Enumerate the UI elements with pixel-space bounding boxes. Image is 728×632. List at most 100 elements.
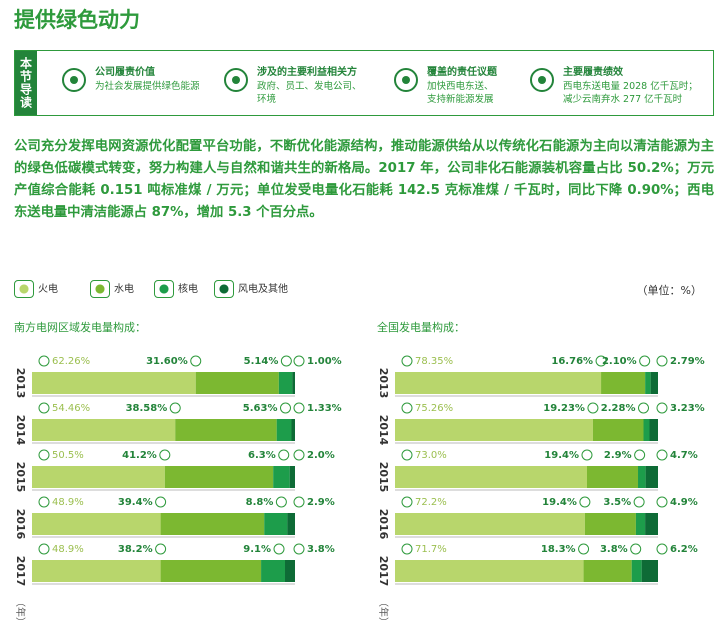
guide-item-title: 覆盖的责任议题 [427, 67, 497, 78]
value-label: 3.8% [307, 544, 335, 555]
bar-segment [287, 513, 295, 535]
bar-segment [395, 419, 593, 441]
bar-segment [160, 513, 265, 535]
value-label: 3.23% [670, 403, 705, 414]
bar-segment [261, 560, 286, 582]
label-icon [190, 355, 202, 367]
label-icon [38, 355, 50, 367]
bar-segment [643, 419, 650, 441]
value-label: 8.8% [246, 497, 274, 508]
year-label: 2015 [14, 462, 27, 493]
value-label: 73.0% [415, 450, 447, 461]
bar-segment [395, 372, 602, 394]
category-unit: （年） [377, 597, 390, 627]
value-label: 39.4% [118, 497, 153, 508]
label-icon [595, 355, 607, 367]
legend-swatch [14, 280, 34, 298]
bar-segment [584, 513, 636, 535]
bar-segment [583, 560, 632, 582]
value-label: 19.4% [542, 497, 577, 508]
bar-segment [645, 372, 651, 394]
value-label: 3.8% [600, 544, 628, 555]
value-label: 19.23% [543, 403, 585, 414]
guide-item-text: 西电东送电量 2028 亿千瓦时； [563, 81, 698, 92]
value-label: 5.63% [243, 403, 278, 414]
label-icon [656, 449, 668, 461]
legend-item: 火电 [14, 280, 58, 298]
bar-segment [195, 372, 279, 394]
paragraph: 公司充分发挥电网资源优化配置平台功能，不断优化能源结构，推动能源供给从以传统化石… [14, 139, 714, 220]
bar-segment [291, 419, 295, 441]
value-label: 9.1% [243, 544, 271, 555]
value-label: 62.26% [52, 356, 90, 367]
bar-segment [278, 372, 293, 394]
bar-segment [635, 513, 646, 535]
guide-item-text: 支持新能源发展 [427, 94, 494, 105]
label-icon [278, 449, 290, 461]
year-label: 2014 [14, 415, 27, 446]
label-icon [633, 496, 645, 508]
value-label: 4.7% [670, 450, 698, 461]
value-label: 2.28% [601, 403, 636, 414]
value-label: 38.2% [118, 544, 153, 555]
bar-segment [292, 372, 295, 394]
label-icon [275, 496, 287, 508]
bar-segment [264, 513, 288, 535]
bar-segment [586, 466, 639, 488]
bar-segment [650, 372, 658, 394]
chart-title: 南方电网区域发电量构成： [14, 320, 146, 334]
year-label: 2015 [377, 462, 390, 493]
label-icon [578, 543, 590, 555]
value-label: 1.33% [307, 403, 342, 414]
bar-segment [289, 466, 295, 488]
value-label: 71.7% [415, 544, 447, 555]
guide-item: 覆盖的责任议题 加快西电东送、 支持新能源发展 [393, 63, 573, 107]
value-label: 31.60% [146, 356, 188, 367]
value-label: 72.2% [415, 497, 447, 508]
label-icon [293, 496, 305, 508]
legend-item: 水电 [90, 280, 134, 298]
value-label: 6.3% [248, 450, 276, 461]
label-icon [579, 496, 591, 508]
value-label: 16.76% [551, 356, 593, 367]
guide-item-text: 政府、员工、发电公司、 [257, 81, 362, 92]
label-icon [401, 496, 413, 508]
bar-segment [164, 466, 274, 488]
label-icon [639, 355, 651, 367]
guide-item: 公司履责价值 为社会发展提供绿色能源 [61, 63, 241, 107]
bar-segment [32, 513, 161, 535]
label-icon [656, 402, 668, 414]
value-label: 2.9% [604, 450, 632, 461]
value-label: 1.00% [307, 356, 342, 367]
label-icon [38, 496, 50, 508]
value-label: 4.9% [670, 497, 698, 508]
chart-title: 全国发电量构成： [377, 320, 465, 334]
label-icon [38, 402, 50, 414]
label-icon [280, 402, 292, 414]
legend-swatch [90, 280, 110, 298]
value-label: 48.9% [52, 497, 84, 508]
value-label: 2.9% [307, 497, 335, 508]
label-icon [155, 543, 167, 555]
legend-label: 水电 [114, 284, 134, 295]
bar-segment [175, 419, 277, 441]
value-label: 3.5% [603, 497, 631, 508]
guide-item-title: 公司履责价值 [95, 67, 155, 78]
legend-item: 风电及其他 [214, 280, 288, 298]
guide-item-text: 减少云南弃水 277 亿千瓦时 [563, 94, 683, 105]
charts: 南方电网区域发电量构成： 2013 62.26% 31.60% 5.14% 1.00% 20… [14, 320, 705, 627]
label-icon [280, 355, 292, 367]
label-icon [293, 355, 305, 367]
bar-segment [32, 419, 176, 441]
page-title: 提供绿色动力 [14, 8, 140, 32]
label-icon [169, 402, 181, 414]
unit-label: （单位：%） [636, 284, 702, 297]
label-icon [401, 449, 413, 461]
value-label: 2.79% [670, 356, 705, 367]
year-label: 2016 [377, 509, 390, 540]
bar-segment [32, 372, 196, 394]
bar-segment [645, 466, 658, 488]
bar-segment [641, 560, 658, 582]
value-label: 38.58% [126, 403, 168, 414]
